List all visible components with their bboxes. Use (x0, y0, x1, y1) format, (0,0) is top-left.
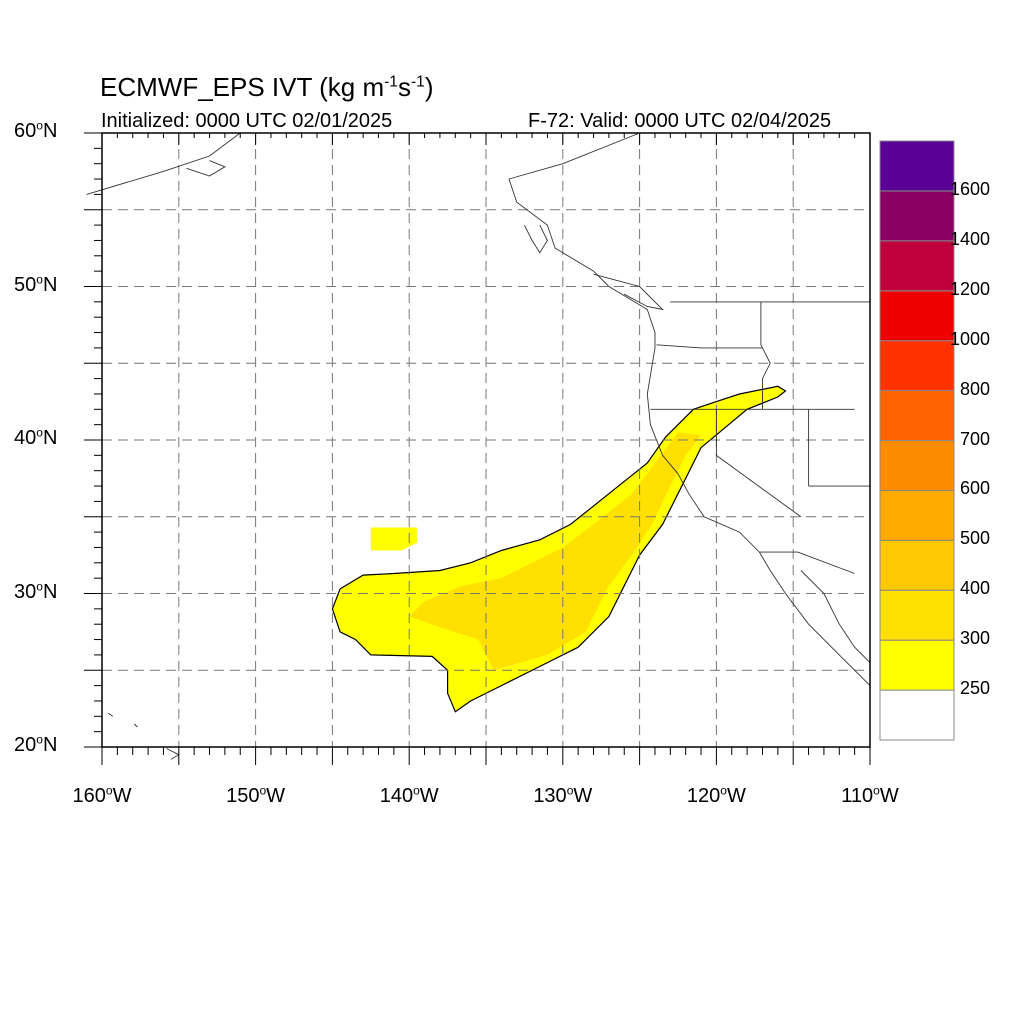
colorbar-level-label: 700 (959, 428, 990, 449)
init-time-label: Initialized: 0000 UTC 02/01/2025 (101, 110, 393, 132)
coastlines (86, 132, 871, 760)
coastline-feature (186, 160, 226, 177)
colorbar-box (879, 639, 955, 691)
colorbar-level-label: 300 (959, 628, 990, 649)
boundary-line (656, 344, 763, 349)
ivt-field-layer (331, 385, 787, 713)
colorbar-box (879, 390, 955, 442)
colorbar-level-label: 500 (959, 528, 990, 549)
coastline-feature (593, 273, 664, 311)
coastline-feature (166, 748, 180, 760)
colorbar-box (879, 440, 955, 491)
ivt-plume-core (409, 432, 701, 671)
lon-label: 110oW (841, 783, 899, 807)
lon-label: 140oW (379, 783, 439, 807)
colorbar-level-label: 1000 (949, 328, 990, 349)
lat-label: 20oN (14, 732, 58, 756)
valid-time-label: F-72: Valid: 0000 UTC 02/04/2025 (528, 110, 832, 132)
lat-label: 60oN (14, 118, 58, 142)
colorbar (879, 140, 955, 741)
colorbar-level-label: 250 (959, 678, 990, 699)
lon-label: 120oW (686, 783, 746, 807)
colorbar-level-label: 1200 (949, 278, 990, 299)
colorbar-box (879, 240, 955, 292)
map-frame (84, 132, 871, 765)
lat-label: 30oN (14, 578, 58, 603)
coastline-feature (107, 712, 114, 717)
colorbar-box (879, 589, 955, 641)
boundary-line (760, 301, 771, 410)
boundary-line (759, 551, 855, 574)
ivt-isolated-patch (370, 527, 417, 551)
coastline-feature (133, 723, 138, 728)
colorbar-level-label: 800 (959, 378, 990, 399)
colorbar-box (879, 489, 955, 541)
colorbar-box (879, 190, 955, 242)
colorbar-level-label: 400 (959, 578, 990, 599)
boundary-line (800, 570, 871, 663)
lon-label: 150oW (226, 783, 286, 807)
boundary-line (715, 409, 802, 518)
graticule (102, 133, 870, 747)
lat-label: 50oN (14, 271, 58, 296)
colorbar-level-label: 1400 (949, 228, 990, 249)
map-title: ECMWF_EPS IVT (kg m-1s-1) (100, 72, 434, 102)
lat-label: 40oN (14, 425, 58, 449)
coastline-feature (523, 224, 548, 254)
colorbar-box (879, 340, 955, 392)
lon-label: 130oW (533, 783, 593, 807)
colorbar-box (879, 140, 955, 192)
colorbar-level-label: 1600 (949, 178, 990, 199)
lon-label: 160oW (72, 783, 132, 807)
coastline-feature (86, 132, 241, 195)
colorbar-level-label: 600 (959, 478, 990, 499)
boundary-line (508, 132, 871, 686)
colorbar-box (879, 689, 955, 741)
colorbar-box (879, 290, 955, 342)
